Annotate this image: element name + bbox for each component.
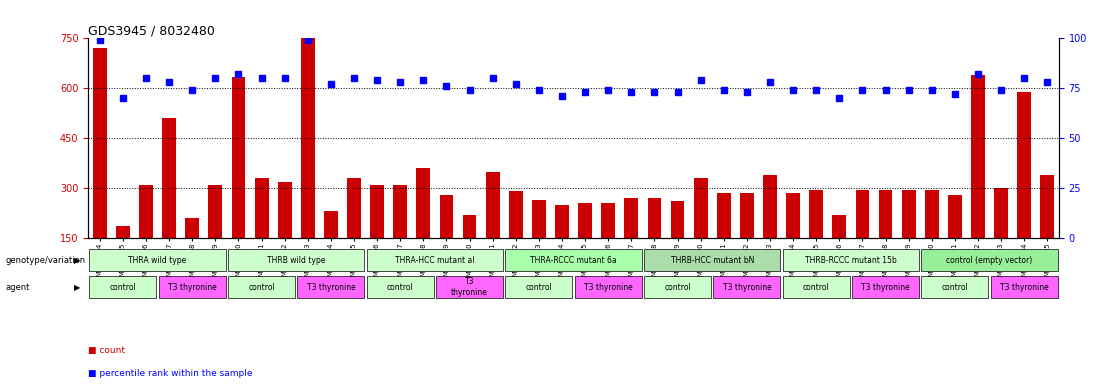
FancyBboxPatch shape: [644, 276, 711, 298]
Bar: [185, 218, 200, 238]
FancyBboxPatch shape: [644, 249, 781, 271]
Bar: [833, 215, 846, 238]
Bar: [694, 178, 708, 238]
Bar: [994, 188, 1008, 238]
Text: T3 thyronine: T3 thyronine: [861, 283, 910, 291]
Text: THRB-HCC mutant bN: THRB-HCC mutant bN: [671, 256, 754, 265]
Bar: [462, 215, 476, 238]
Bar: [647, 198, 662, 238]
Text: THRB-RCCC mutant 15b: THRB-RCCC mutant 15b: [805, 256, 897, 265]
Bar: [763, 175, 777, 238]
FancyBboxPatch shape: [89, 249, 226, 271]
Text: THRA-HCC mutant al: THRA-HCC mutant al: [395, 256, 474, 265]
Bar: [532, 200, 546, 238]
Text: T3 thyronine: T3 thyronine: [999, 283, 1049, 291]
Text: THRB wild type: THRB wild type: [267, 256, 325, 265]
FancyBboxPatch shape: [990, 276, 1058, 298]
Bar: [971, 75, 985, 238]
FancyBboxPatch shape: [228, 276, 296, 298]
Text: ▶: ▶: [74, 283, 81, 291]
Bar: [347, 178, 361, 238]
Bar: [485, 172, 500, 238]
FancyBboxPatch shape: [921, 276, 988, 298]
Bar: [439, 195, 453, 238]
Bar: [208, 185, 223, 238]
Bar: [1040, 175, 1054, 238]
Text: ■ count: ■ count: [88, 346, 126, 354]
FancyBboxPatch shape: [783, 249, 919, 271]
Bar: [417, 168, 430, 238]
Text: THRA-RCCC mutant 6a: THRA-RCCC mutant 6a: [531, 256, 617, 265]
Bar: [601, 203, 615, 238]
Bar: [93, 48, 107, 238]
Text: control: control: [942, 283, 968, 291]
Text: T3 thyronine: T3 thyronine: [583, 283, 633, 291]
FancyBboxPatch shape: [505, 276, 572, 298]
FancyBboxPatch shape: [228, 249, 364, 271]
Bar: [1017, 92, 1031, 238]
Bar: [924, 190, 939, 238]
Text: ■ percentile rank within the sample: ■ percentile rank within the sample: [88, 369, 253, 377]
Text: control: control: [109, 283, 137, 291]
FancyBboxPatch shape: [298, 276, 364, 298]
FancyBboxPatch shape: [159, 276, 226, 298]
FancyBboxPatch shape: [436, 276, 503, 298]
FancyBboxPatch shape: [921, 249, 1058, 271]
Text: genotype/variation: genotype/variation: [6, 256, 86, 265]
Bar: [879, 190, 892, 238]
Text: control: control: [525, 283, 553, 291]
Bar: [740, 193, 753, 238]
Text: control: control: [387, 283, 414, 291]
Bar: [139, 185, 153, 238]
Bar: [624, 198, 639, 238]
Bar: [232, 77, 245, 238]
Bar: [116, 227, 130, 238]
Text: GDS3945 / 8032480: GDS3945 / 8032480: [88, 24, 215, 37]
Bar: [786, 193, 800, 238]
FancyBboxPatch shape: [89, 276, 157, 298]
FancyBboxPatch shape: [366, 276, 433, 298]
FancyBboxPatch shape: [714, 276, 781, 298]
Text: T3 thyronine: T3 thyronine: [722, 283, 771, 291]
Bar: [508, 192, 523, 238]
Text: THRA wild type: THRA wild type: [128, 256, 186, 265]
Text: T3 thyronine: T3 thyronine: [168, 283, 216, 291]
Text: control: control: [803, 283, 829, 291]
Bar: [671, 202, 685, 238]
Text: control (empty vector): control (empty vector): [946, 256, 1032, 265]
Text: ▶: ▶: [74, 256, 81, 265]
Bar: [902, 190, 915, 238]
Text: agent: agent: [6, 283, 30, 291]
FancyBboxPatch shape: [852, 276, 919, 298]
Bar: [555, 205, 569, 238]
Bar: [162, 118, 176, 238]
Bar: [324, 212, 338, 238]
Text: control: control: [664, 283, 690, 291]
Bar: [278, 182, 291, 238]
Bar: [717, 193, 730, 238]
Bar: [255, 178, 268, 238]
Bar: [371, 185, 384, 238]
FancyBboxPatch shape: [575, 276, 642, 298]
Bar: [394, 185, 407, 238]
Text: control: control: [248, 283, 275, 291]
FancyBboxPatch shape: [366, 249, 503, 271]
Text: T3
thyronine: T3 thyronine: [451, 277, 488, 297]
Text: T3 thyronine: T3 thyronine: [307, 283, 355, 291]
Bar: [856, 190, 869, 238]
FancyBboxPatch shape: [505, 249, 642, 271]
Bar: [578, 203, 592, 238]
Bar: [810, 190, 823, 238]
FancyBboxPatch shape: [783, 276, 849, 298]
Bar: [947, 195, 962, 238]
Bar: [301, 38, 314, 238]
